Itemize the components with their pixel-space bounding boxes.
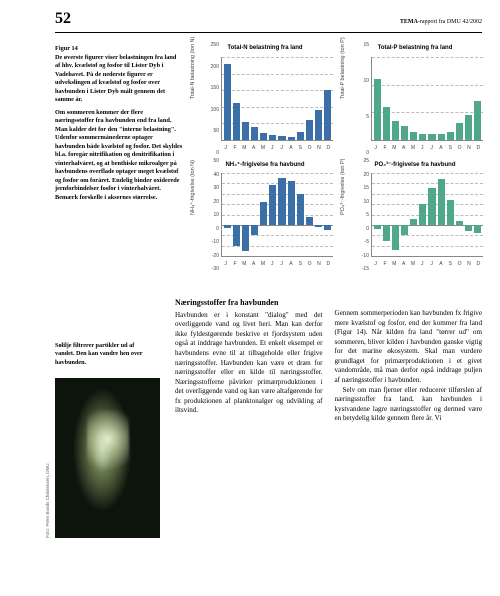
- page-header: 52 TEMA-rapport fra DMU 42/2002: [0, 0, 500, 32]
- figure-label: Figur 14: [55, 45, 78, 52]
- chart-xlabels: JFMAMJJASOND: [371, 145, 483, 151]
- figure-caption-p2: Om sommeren kommer der flere næringsstof…: [55, 109, 182, 201]
- chart-p-load: Total-P belastning fra land Total-P bela…: [345, 45, 485, 153]
- body-p: Havbunden er i konstant "dialog" med det…: [175, 311, 323, 416]
- body-col-1: Næringsstoffer fra havbunden Havbunden e…: [175, 298, 323, 424]
- chart-ylabel: PO₄³⁻-frigivelse (ton P): [340, 159, 346, 216]
- chart-n-load: Total-N belastning fra land Total-N bela…: [195, 45, 335, 153]
- chart-xlabels: JFMAMJJASOND: [221, 145, 333, 151]
- chart-po4: PO₄³⁻-frigivelse fra havbund PO₄³⁻-frigi…: [345, 161, 485, 269]
- chart-xlabels: JFMAMJJASOND: [221, 261, 333, 267]
- charts-grid: Total-N belastning fra land Total-N bela…: [195, 45, 485, 269]
- body-p: Gennem sommerperioden kan havbunden fx f…: [335, 309, 483, 386]
- figure-caption-p1: De øverste figurer viser belastningen fr…: [55, 54, 176, 104]
- body-col-2: Gennem sommerperioden kan havbunden fx f…: [335, 298, 483, 424]
- chart-nh4: NH₄⁺-frigivelse fra havbund NH₄⁺-frigive…: [195, 161, 335, 269]
- sea-lily-photo: [55, 378, 160, 538]
- chart-xlabels: JFMAMJJASOND: [371, 261, 483, 267]
- photo-caption: Sølilje filtrerer partikler ud af vandet…: [55, 342, 143, 367]
- section-heading: Næringsstoffer fra havbunden: [175, 298, 323, 309]
- body-text: Næringsstoffer fra havbunden Havbunden e…: [175, 298, 482, 424]
- figure-caption: Figur 14 De øverste figurer viser belast…: [55, 45, 183, 202]
- report-reference: TEMA-rapport fra DMU 42/2002: [400, 19, 482, 25]
- chart-ylabel: Total-N belastning (ton N): [190, 37, 196, 99]
- photo-credit: Foto: Peter Bondo Christensen, DMU.: [45, 462, 50, 538]
- page-number: 52: [55, 10, 71, 28]
- body-p: Selv om man fjerner eller reducerer tilf…: [335, 386, 483, 424]
- chart-ylabel: Total-P belastning (ton P): [340, 37, 346, 99]
- chart-ylabel: NH₄⁺-frigivelse (ton N): [190, 160, 196, 215]
